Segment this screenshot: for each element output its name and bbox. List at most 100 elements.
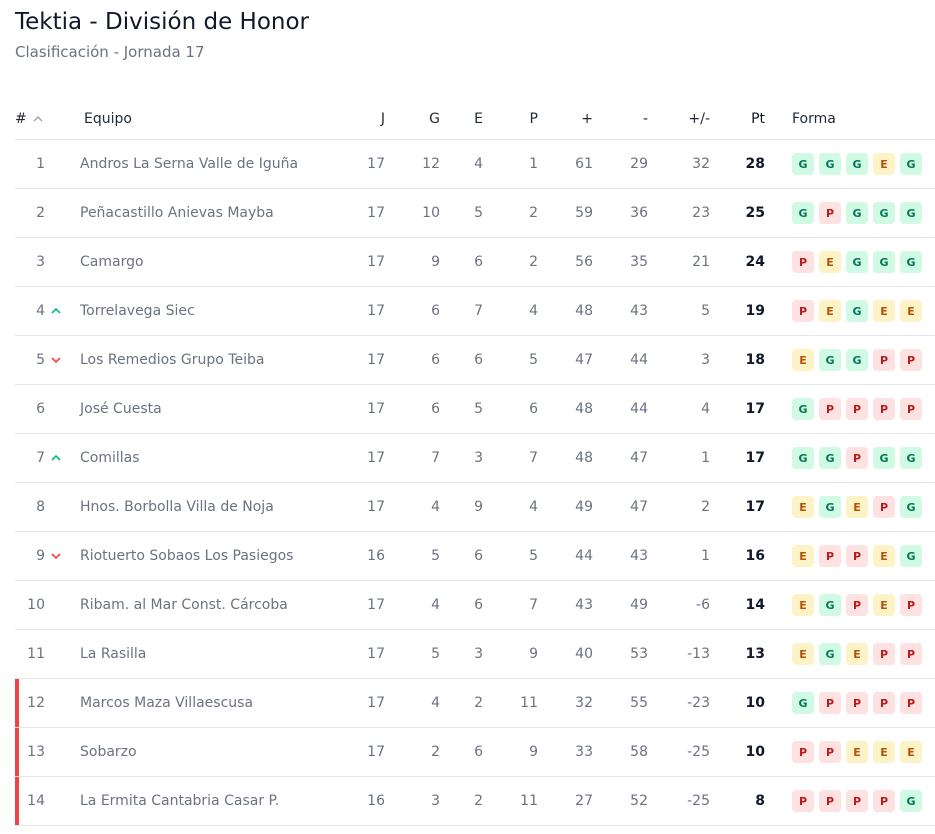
form-badge: G bbox=[873, 447, 895, 469]
team-name[interactable]: Torrelavega Siec bbox=[80, 303, 195, 319]
drawn-value: 6 bbox=[474, 744, 483, 760]
team-name[interactable]: La Ermita Cantabria Casar P. bbox=[80, 793, 280, 809]
col-header-lost[interactable]: P bbox=[529, 110, 538, 127]
col-header-goals-against[interactable]: - bbox=[642, 110, 648, 127]
table-row[interactable]: 8 Hnos. Borbolla Villa de Noja 17 4 9 4 49 47 2 1… bbox=[15, 483, 935, 532]
team-name[interactable]: Camargo bbox=[80, 254, 144, 270]
team-name[interactable]: Riotuerto Sobaos Los Pasiegos bbox=[80, 548, 294, 564]
form-badge: P bbox=[900, 349, 922, 371]
won-value: 5 bbox=[431, 548, 440, 564]
lost-value: 2 bbox=[529, 205, 538, 221]
goals-for-value: 49 bbox=[575, 499, 593, 515]
col-header-goals-for[interactable]: + bbox=[581, 110, 593, 127]
drawn-value: 2 bbox=[474, 793, 483, 809]
table-row[interactable]: 2 Peñacastillo Anievas Mayba 17 10 5 2 59 36 23 2… bbox=[15, 189, 935, 238]
won-value: 4 bbox=[431, 499, 440, 515]
team-name[interactable]: Andros La Serna Valle de Iguña bbox=[80, 156, 299, 172]
row-position: 3 bbox=[36, 254, 45, 270]
goals-for-value: 27 bbox=[575, 793, 593, 809]
form-badge: P bbox=[819, 790, 841, 812]
table-row[interactable]: 5 Los Remedios Grupo Teiba 17 6 6 5 47 44 3 18 E G G… bbox=[15, 336, 935, 385]
drawn-value: 6 bbox=[474, 597, 483, 613]
team-name[interactable]: Hnos. Borbolla Villa de Noja bbox=[80, 499, 274, 515]
form-badge: P bbox=[873, 496, 895, 518]
goals-for-value: 56 bbox=[575, 254, 593, 270]
form-badge: E bbox=[846, 643, 868, 665]
table-row[interactable]: 12 Marcos Maza Villaescusa 17 4 2 11 32 55 -23 10… bbox=[15, 679, 935, 728]
team-name[interactable]: Ribam. al Mar Const. Cárcoba bbox=[80, 597, 288, 613]
team-name[interactable]: La Rasilla bbox=[80, 646, 147, 662]
lost-value: 4 bbox=[529, 303, 538, 319]
form-badge: G bbox=[819, 594, 841, 616]
lost-value: 7 bbox=[529, 597, 538, 613]
team-name[interactable]: Marcos Maza Villaescusa bbox=[80, 695, 254, 711]
col-header-points[interactable]: Pt bbox=[751, 110, 765, 127]
team-name[interactable]: Los Remedios Grupo Teiba bbox=[80, 352, 265, 368]
team-name[interactable]: Peñacastillo Anievas Mayba bbox=[80, 205, 274, 221]
table-row[interactable]: 6 José Cuesta 17 6 5 6 48 44 4 17 G P P P P bbox=[15, 385, 935, 434]
played-value: 16 bbox=[367, 548, 385, 564]
col-header-played[interactable]: J bbox=[380, 110, 385, 127]
form-badge: E bbox=[792, 643, 814, 665]
form-badge: G bbox=[846, 300, 868, 322]
team-name[interactable]: Comillas bbox=[80, 450, 140, 466]
form-badge: G bbox=[900, 153, 922, 175]
col-header-form[interactable]: Forma bbox=[792, 110, 836, 127]
col-header-team[interactable]: Equipo bbox=[84, 110, 132, 127]
position-up-icon bbox=[48, 434, 64, 482]
form-badge: P bbox=[819, 692, 841, 714]
table-row[interactable]: 13 Sobarzo 17 2 6 9 33 58 -25 10 P P E E E bbox=[15, 728, 935, 777]
table-row[interactable]: 3 Camargo 17 9 6 2 56 35 21 24 P E G G G bbox=[15, 238, 935, 287]
form-badge: G bbox=[792, 447, 814, 469]
goal-difference-value: 1 bbox=[701, 548, 710, 564]
row-position: 9 bbox=[36, 548, 45, 564]
played-value: 17 bbox=[367, 450, 385, 466]
table-row[interactable]: 1 Andros La Serna Valle de Iguña 17 12 4 1 61 2… bbox=[15, 140, 935, 189]
drawn-value: 6 bbox=[474, 352, 483, 368]
col-header-position[interactable]: # bbox=[15, 98, 75, 139]
goals-for-value: 48 bbox=[575, 401, 593, 417]
lost-value: 5 bbox=[529, 352, 538, 368]
drawn-value: 5 bbox=[474, 205, 483, 221]
form-badge: G bbox=[846, 349, 868, 371]
form-badge: E bbox=[900, 300, 922, 322]
form-badge: G bbox=[819, 643, 841, 665]
col-header-won[interactable]: G bbox=[429, 110, 440, 127]
drawn-value: 7 bbox=[474, 303, 483, 319]
col-header-goal-difference[interactable]: +/- bbox=[688, 110, 711, 127]
goals-against-value: 44 bbox=[630, 352, 648, 368]
table-row[interactable]: 10 Ribam. al Mar Const. Cárcoba 17 4 6 7 43 49 -… bbox=[15, 581, 935, 630]
points-value: 10 bbox=[745, 695, 765, 711]
team-name[interactable]: Sobarzo bbox=[80, 744, 137, 760]
goal-difference-value: -6 bbox=[696, 597, 710, 613]
table-row[interactable]: 7 Comillas 17 7 3 7 48 47 1 17 G G P G G bbox=[15, 434, 935, 483]
table-row[interactable]: 4 Torrelavega Siec 17 6 7 4 48 43 5 19 P E G E E bbox=[15, 287, 935, 336]
won-value: 6 bbox=[431, 401, 440, 417]
table-row[interactable]: 11 La Rasilla 17 5 3 9 40 53 -13 13 E G E P P bbox=[15, 630, 935, 679]
table-row[interactable]: 14 La Ermita Cantabria Casar P. 16 3 2 11 27 52… bbox=[15, 777, 935, 826]
points-value: 17 bbox=[745, 499, 765, 515]
sort-ascending-icon[interactable] bbox=[33, 114, 43, 124]
goal-difference-value: 1 bbox=[701, 450, 710, 466]
goals-against-value: 35 bbox=[630, 254, 648, 270]
col-header-drawn[interactable]: E bbox=[474, 110, 483, 127]
lost-value: 7 bbox=[529, 450, 538, 466]
played-value: 17 bbox=[367, 205, 385, 221]
goals-for-value: 40 bbox=[575, 646, 593, 662]
form-badge: G bbox=[900, 496, 922, 518]
form-badge: G bbox=[792, 398, 814, 420]
lost-value: 6 bbox=[529, 401, 538, 417]
table-row[interactable]: 9 Riotuerto Sobaos Los Pasiegos 16 5 6 5 44 43 1… bbox=[15, 532, 935, 581]
form-badge: E bbox=[819, 251, 841, 273]
drawn-value: 6 bbox=[474, 548, 483, 564]
team-name[interactable]: José Cuesta bbox=[80, 401, 162, 417]
goals-against-value: 36 bbox=[630, 205, 648, 221]
points-value: 13 bbox=[745, 646, 765, 662]
form-badge: G bbox=[846, 202, 868, 224]
won-value: 5 bbox=[431, 646, 440, 662]
